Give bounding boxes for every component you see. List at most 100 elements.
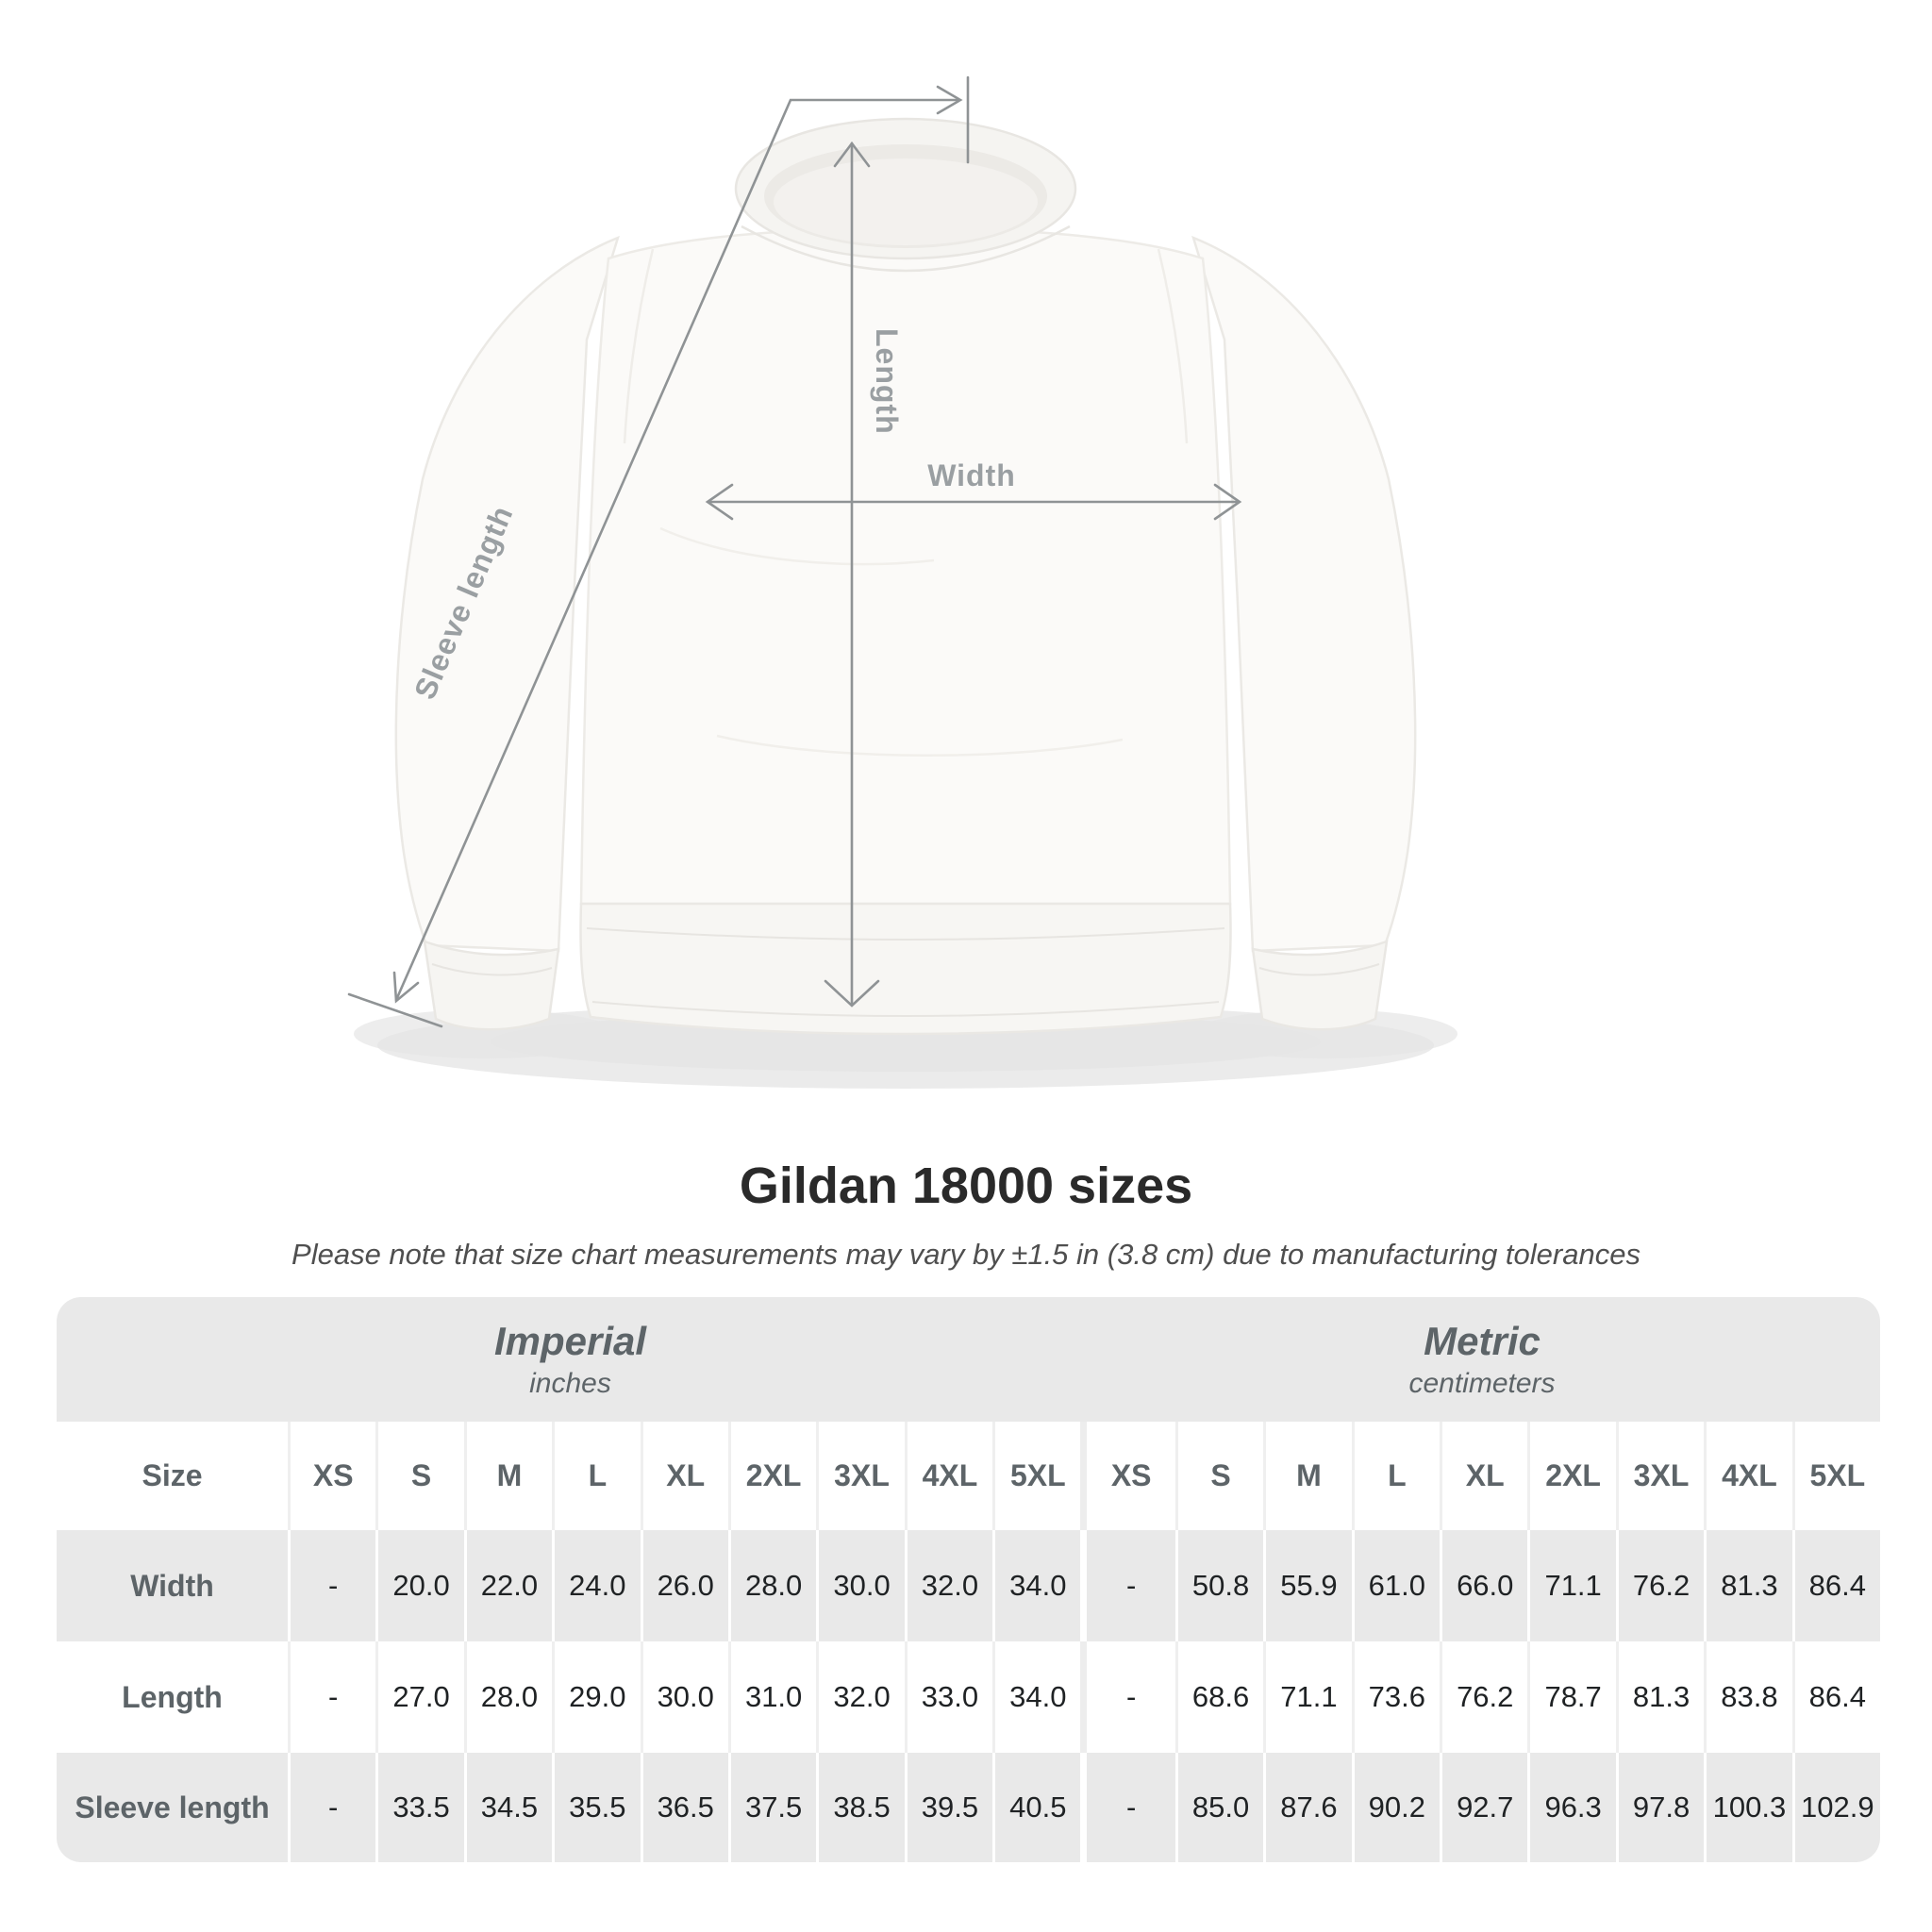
- value-cell: 87.6: [1263, 1753, 1352, 1862]
- size-col-header: XS: [288, 1422, 376, 1530]
- value-cell: 34.0: [992, 1530, 1081, 1641]
- value-cell: 92.7: [1440, 1753, 1528, 1862]
- collar: [734, 117, 1077, 273]
- metric-group-header: Metric centimeters: [1084, 1297, 1880, 1422]
- value-cell: 102.9: [1791, 1753, 1880, 1862]
- value-cell: 22.0: [463, 1530, 553, 1641]
- length-measure-label: Length: [870, 328, 904, 435]
- value-cell: 50.8: [1174, 1530, 1264, 1641]
- row-label: Width: [57, 1530, 288, 1641]
- value-cell: 33.0: [904, 1641, 993, 1753]
- left-sleeve: [394, 235, 620, 953]
- value-cell: 34.0: [992, 1641, 1081, 1753]
- length-arrow: [824, 141, 880, 1008]
- value-cell: 28.0: [463, 1641, 553, 1753]
- row-label: Sleeve length: [57, 1753, 288, 1862]
- right-sleeve: [1191, 235, 1417, 953]
- value-cell: 61.0: [1351, 1530, 1441, 1641]
- value-cell: 40.5: [992, 1753, 1081, 1862]
- size-col-header: XS: [1087, 1422, 1175, 1530]
- value-cell: 20.0: [375, 1530, 464, 1641]
- size-col-header: L: [1351, 1422, 1441, 1530]
- value-cell: 32.0: [816, 1641, 905, 1753]
- value-cell: 71.1: [1263, 1641, 1352, 1753]
- value-cell: 32.0: [904, 1530, 993, 1641]
- value-cell: 36.5: [640, 1753, 728, 1862]
- product-diagram: Length Width Sleeve length: [347, 75, 1457, 1089]
- value-cell: 34.5: [463, 1753, 553, 1862]
- left-cuff: [423, 940, 560, 1031]
- value-cell: 26.0: [640, 1530, 728, 1641]
- size-col-header: XL: [640, 1422, 728, 1530]
- value-cell: 31.0: [727, 1641, 817, 1753]
- value-cell: 39.5: [904, 1753, 993, 1862]
- length-row: Length -27.0 28.0 29.0 30.0 31.0 32.0 33.0 34.0-…: [57, 1641, 1880, 1753]
- value-cell: 30.0: [816, 1530, 905, 1641]
- right-cuff: [1251, 940, 1389, 1031]
- size-col-header: 5XL: [992, 1422, 1081, 1530]
- size-col-header: M: [463, 1422, 553, 1530]
- sleeve-length-arrow: [347, 75, 970, 1028]
- size-col-header: S: [1174, 1422, 1264, 1530]
- value-cell: 76.2: [1615, 1530, 1705, 1641]
- imperial-label: Imperial: [493, 1319, 647, 1363]
- width-arrow: [705, 483, 1242, 521]
- width-measure-label: Width: [927, 458, 1016, 492]
- value-cell: -: [1087, 1641, 1175, 1753]
- sweatshirt-illustration: [347, 75, 1457, 1089]
- value-cell: 55.9: [1263, 1530, 1352, 1641]
- value-cell: 81.3: [1615, 1641, 1705, 1753]
- sweatshirt-body: [579, 226, 1232, 906]
- size-col-header: XL: [1440, 1422, 1528, 1530]
- value-cell: 71.1: [1527, 1530, 1616, 1641]
- value-cell: 73.6: [1351, 1641, 1441, 1753]
- size-col-header: L: [552, 1422, 641, 1530]
- value-cell: 35.5: [552, 1753, 641, 1862]
- size-col-header: S: [375, 1422, 464, 1530]
- size-header-row: Size XS S M L XL 2XL 3XL 4XL 5XL XS S M L XL 2XL 3XL 4XL 5…: [57, 1422, 1880, 1530]
- page-title: Gildan 18000 sizes: [739, 1158, 1193, 1214]
- value-cell: -: [288, 1641, 376, 1753]
- value-cell: 37.5: [727, 1753, 817, 1862]
- size-col-header: 3XL: [816, 1422, 905, 1530]
- sleeve-length-row: Sleeve length -33.5 34.5 35.5 36.5 37.5 38.5 39…: [57, 1753, 1880, 1862]
- value-cell: 96.3: [1527, 1753, 1616, 1862]
- size-col-header: 4XL: [1704, 1422, 1792, 1530]
- value-cell: 78.7: [1527, 1641, 1616, 1753]
- value-cell: 38.5: [816, 1753, 905, 1862]
- value-cell: -: [288, 1530, 376, 1641]
- group-divider: [1080, 1422, 1088, 1530]
- unit-group-header: Imperial inches Metric centimeters: [57, 1297, 1880, 1422]
- size-col-header: 5XL: [1791, 1422, 1880, 1530]
- value-cell: -: [288, 1753, 376, 1862]
- metric-unit-label: centimeters: [1408, 1368, 1556, 1399]
- value-cell: 90.2: [1351, 1753, 1441, 1862]
- value-cell: 68.6: [1174, 1641, 1264, 1753]
- value-cell: 86.4: [1791, 1641, 1880, 1753]
- imperial-unit-label: inches: [529, 1368, 611, 1399]
- value-cell: -: [1087, 1530, 1175, 1641]
- imperial-group-header: Imperial inches: [57, 1297, 1084, 1422]
- size-col-header: 2XL: [1527, 1422, 1616, 1530]
- size-col-header: 2XL: [727, 1422, 817, 1530]
- value-cell: 24.0: [552, 1530, 641, 1641]
- size-chart-table: Imperial inches Metric centimeters Size X…: [57, 1297, 1880, 1862]
- value-cell: 83.8: [1704, 1641, 1792, 1753]
- value-cell: 76.2: [1440, 1641, 1528, 1753]
- metric-label: Metric: [1424, 1319, 1541, 1363]
- group-divider: [1080, 1641, 1088, 1753]
- row-label: Length: [57, 1641, 288, 1753]
- value-cell: 29.0: [552, 1641, 641, 1753]
- value-cell: 100.3: [1704, 1753, 1792, 1862]
- value-cell: 86.4: [1791, 1530, 1880, 1641]
- size-col-header: 3XL: [1615, 1422, 1705, 1530]
- value-cell: 27.0: [375, 1641, 464, 1753]
- value-cell: 33.5: [375, 1753, 464, 1862]
- size-col-header: M: [1263, 1422, 1352, 1530]
- value-cell: 85.0: [1174, 1753, 1264, 1862]
- value-cell: 28.0: [727, 1530, 817, 1641]
- value-cell: 30.0: [640, 1641, 728, 1753]
- value-cell: 97.8: [1615, 1753, 1705, 1862]
- value-cell: 66.0: [1440, 1530, 1528, 1641]
